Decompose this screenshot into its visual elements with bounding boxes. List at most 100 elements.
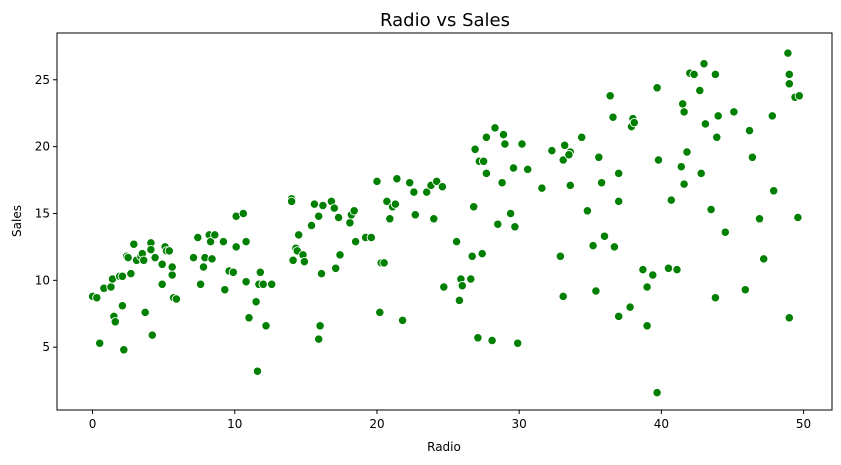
data-point: [473, 333, 483, 343]
x-axis: 0 10 20 30 40 50: [89, 410, 811, 431]
data-point: [513, 338, 523, 348]
data-point: [315, 321, 325, 331]
data-point: [220, 285, 230, 295]
data-point: [333, 212, 344, 223]
data-point: [706, 204, 716, 215]
data-point: [267, 279, 277, 289]
data-point: [345, 218, 355, 228]
data-point: [95, 338, 105, 348]
data-point: [591, 286, 601, 296]
data-point: [129, 239, 139, 249]
data-point: [123, 252, 133, 263]
data-point: [508, 163, 519, 173]
data-point: [286, 196, 297, 207]
x-tick-label: 40: [654, 417, 669, 431]
data-point: [625, 302, 635, 312]
data-point: [793, 212, 803, 223]
data-point: [241, 277, 251, 287]
data-point: [294, 230, 304, 240]
data-point: [710, 293, 721, 303]
data-point: [207, 254, 217, 264]
data-point: [379, 258, 389, 268]
data-point: [126, 268, 136, 279]
data-point: [392, 174, 402, 184]
data-point: [642, 282, 652, 292]
data-point: [470, 144, 480, 154]
data-point: [117, 271, 128, 281]
data-point: [689, 69, 699, 80]
data-point: [558, 291, 568, 302]
data-point: [679, 179, 689, 189]
data-point: [594, 152, 604, 162]
data-point: [652, 387, 662, 398]
data-point: [648, 270, 658, 280]
data-point: [314, 334, 324, 344]
data-point: [382, 196, 392, 207]
x-tick-label: 10: [227, 417, 242, 431]
y-axis-label: Sales: [10, 205, 24, 237]
data-point: [466, 274, 476, 284]
data-point: [218, 236, 229, 247]
data-point: [457, 281, 467, 291]
y-tick-label: 5: [42, 340, 50, 354]
data-point: [252, 366, 263, 376]
data-point: [92, 293, 102, 303]
data-point: [299, 256, 310, 267]
data-point: [712, 132, 722, 142]
data-point: [150, 252, 160, 263]
data-point: [505, 208, 516, 219]
x-tick-label: 30: [512, 417, 527, 431]
data-point: [390, 199, 401, 209]
data-point: [609, 242, 620, 252]
data-point: [696, 168, 706, 179]
data-point: [469, 202, 479, 212]
data-point: [588, 240, 598, 251]
data-point: [110, 317, 120, 327]
data-point: [244, 313, 254, 323]
data-point: [642, 321, 652, 331]
data-point: [784, 79, 794, 89]
data-point: [157, 279, 167, 289]
data-point: [493, 219, 503, 229]
y-tick-label: 10: [35, 273, 50, 287]
data-point: [599, 231, 610, 241]
data-point: [188, 252, 199, 263]
data-point: [422, 187, 432, 197]
data-point: [558, 155, 568, 165]
data-point: [666, 195, 676, 205]
data-point: [258, 279, 268, 289]
data-point: [205, 236, 216, 247]
data-point: [744, 125, 755, 136]
data-point: [481, 132, 492, 142]
data-point: [477, 248, 487, 259]
data-point: [167, 262, 177, 272]
data-point: [241, 236, 251, 247]
data-point: [210, 230, 220, 240]
data-point: [523, 164, 533, 175]
data-point: [629, 117, 639, 128]
x-axis-label: Radio: [427, 440, 461, 454]
data-point: [729, 107, 739, 117]
data-point: [638, 264, 648, 275]
data-point: [497, 178, 507, 188]
y-tick-label: 20: [35, 140, 50, 154]
data-point: [560, 140, 570, 150]
data-point: [372, 176, 382, 187]
data-point: [682, 147, 692, 157]
data-point: [537, 183, 547, 193]
data-point: [582, 206, 593, 216]
data-point: [409, 187, 419, 197]
data-point: [695, 85, 705, 96]
data-point: [261, 321, 271, 331]
data-point: [467, 251, 477, 261]
data-point: [487, 335, 497, 346]
data-point: [439, 282, 449, 292]
data-point: [410, 210, 420, 220]
data-point: [238, 208, 248, 219]
data-point: [678, 99, 688, 109]
data-point: [605, 91, 615, 101]
data-point: [331, 263, 341, 273]
data-point: [429, 214, 439, 224]
data-point: [171, 294, 182, 304]
